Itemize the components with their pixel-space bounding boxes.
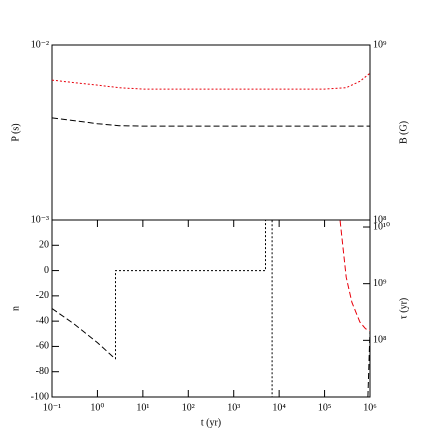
- y-tick-label: 10⁻³: [31, 214, 49, 225]
- y2-tick-label: 10¹⁰: [373, 221, 390, 232]
- y-tick-label: -100: [31, 391, 49, 402]
- y-axis-label: n: [10, 306, 21, 311]
- x-tick-label: 10⁰: [90, 402, 104, 413]
- y2-tick-label: 10⁹: [373, 278, 387, 289]
- x-tick-label: 10⁴: [272, 402, 286, 413]
- y-tick-label: -40: [36, 315, 49, 326]
- y-tick-label: 20: [39, 240, 49, 251]
- x-tick-label: 10⁻¹: [43, 402, 61, 413]
- x-axis-label: t (yr): [201, 417, 221, 428]
- plot-frame: [51, 219, 371, 398]
- series-line: [339, 220, 370, 331]
- series-line: [115, 220, 273, 397]
- y2-tick-label: 10⁸: [373, 214, 387, 225]
- y-tick-label: -80: [36, 366, 49, 377]
- x-tick-label: 10³: [227, 402, 240, 413]
- y-tick-label: 0: [44, 265, 49, 276]
- x-tick-label: 10⁶: [363, 402, 377, 413]
- series-line: [52, 117, 370, 127]
- y2-tick-label: 10⁹: [373, 39, 387, 50]
- y-tick-label: 10⁻²: [31, 39, 49, 50]
- y-tick-label: -60: [36, 341, 49, 352]
- x-tick-label: 10²: [182, 402, 195, 413]
- x-tick-label: 10⁵: [318, 402, 332, 413]
- series-line: [52, 308, 370, 397]
- y2-axis-label: B (G): [398, 121, 409, 144]
- y2-axis-label: τ (yr): [398, 298, 409, 320]
- series-line: [52, 72, 370, 90]
- plot-frame: [51, 44, 371, 221]
- y-tick-label: -20: [36, 290, 49, 301]
- x-tick-label: 10¹: [136, 402, 149, 413]
- y2-tick-label: 10⁸: [373, 335, 387, 346]
- y-axis-label: P (s): [10, 123, 21, 141]
